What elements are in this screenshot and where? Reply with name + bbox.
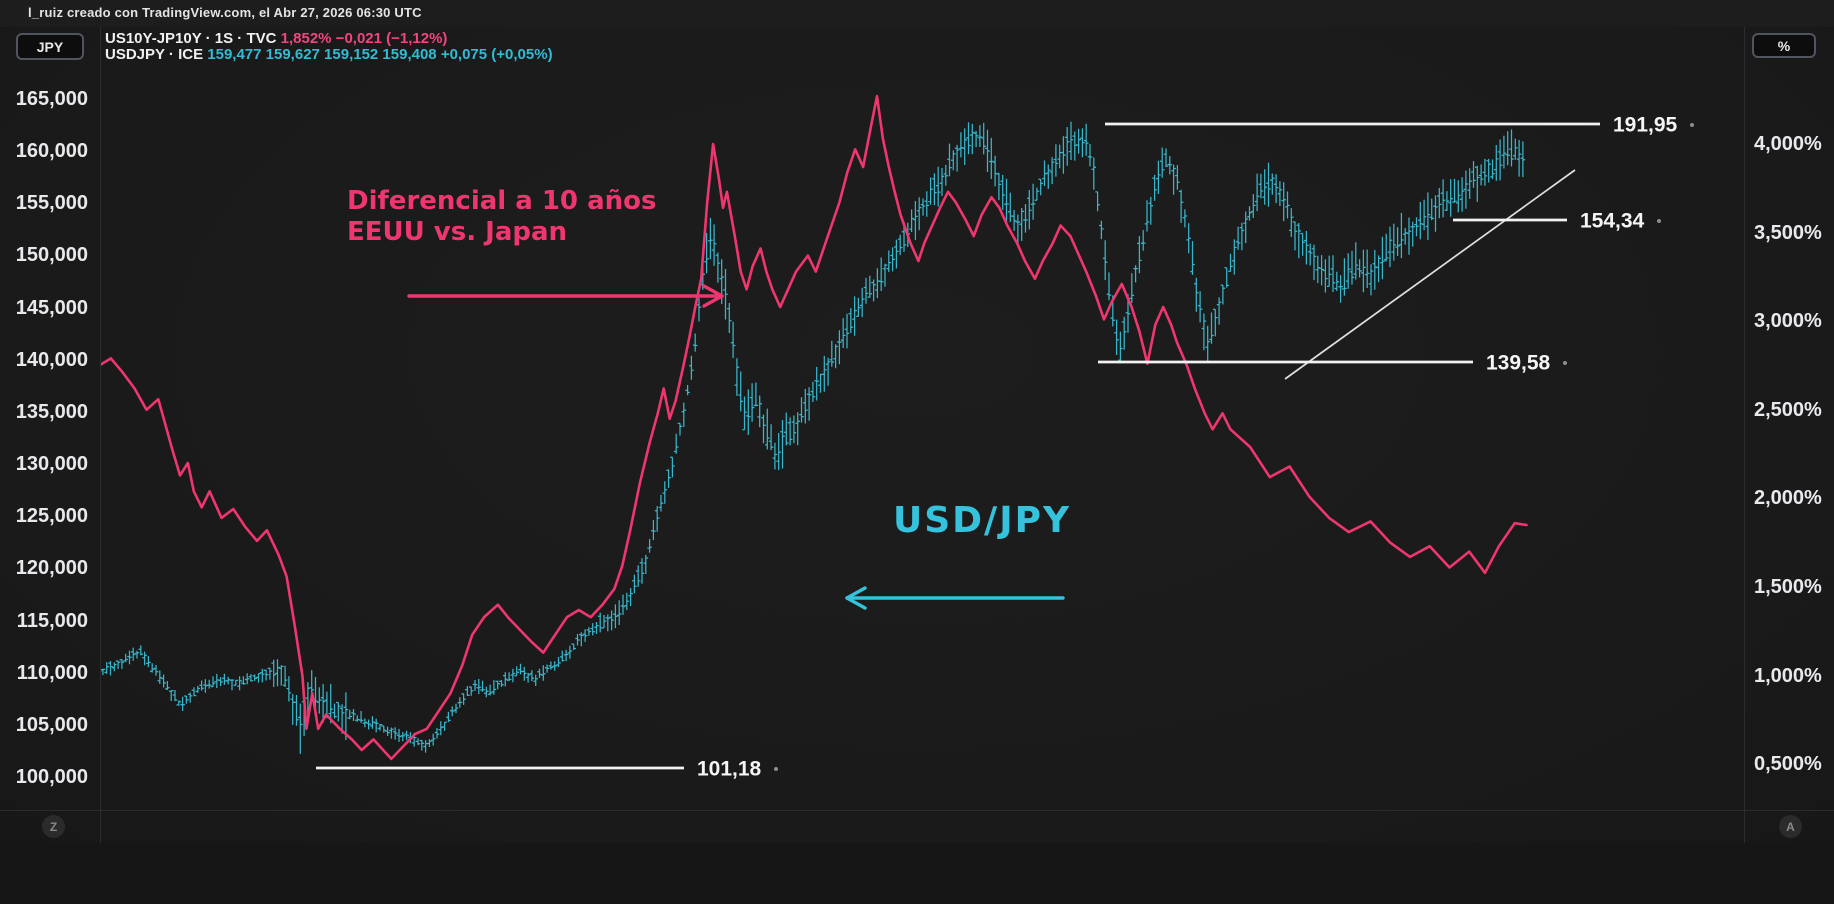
- left-axis-tick-label: 105,000: [15, 714, 88, 736]
- left-axis-tick-label: 125,000: [15, 505, 88, 527]
- legend-values-us10y-jp10y: 1,852% −0,021 (−1,12%): [280, 30, 448, 47]
- usdjpy-bar-series[interactable]: [97, 121, 1526, 754]
- level-label-191,95[interactable]: 191,95: [1613, 114, 1678, 137]
- attribution-text: l_ruiz creado con TradingView.com, el Ab…: [28, 5, 422, 20]
- timezone-badge[interactable]: Z: [42, 815, 65, 838]
- time-axis-separator: [0, 810, 1834, 811]
- trendline-drawing[interactable]: [1284, 169, 1576, 380]
- right-axis-tick-label: 2,500%: [1754, 399, 1822, 421]
- annotation-differential-line1: Diferencial a 10 años: [347, 186, 657, 216]
- level-label-dot: [1690, 123, 1694, 127]
- left-axis-tick-label: 100,000: [15, 766, 88, 788]
- annotation-differential-line2: EEUU vs. Japan: [347, 217, 568, 247]
- annotation-differential-label[interactable]: Diferencial a 10 años EEUU vs. Japan: [347, 186, 656, 248]
- level-label-dot: [1563, 361, 1567, 365]
- level-label-dot: [774, 767, 778, 771]
- right-axis-tick-label: 1,500%: [1754, 576, 1822, 598]
- left-axis-tick-label: 120,000: [15, 557, 88, 579]
- left-axis-tick-label: 150,000: [15, 244, 88, 266]
- autoscale-badge[interactable]: A: [1779, 815, 1802, 838]
- chart-region[interactable]: 191,95 154,34 139,58 101,18: [0, 27, 1834, 843]
- annotation-usdjpy-label[interactable]: USD/JPY: [893, 500, 1072, 541]
- left-axis-tick-label: 165,000: [15, 88, 88, 110]
- legend-row-us10y-jp10y[interactable]: US10Y-JP10Y · 1S · TVC 1,852% −0,021 (−1…: [105, 31, 553, 47]
- right-axis-separator: [1744, 27, 1745, 843]
- level-label-dot: [1657, 219, 1661, 223]
- left-axis-tick-label: 160,000: [15, 140, 88, 162]
- price-chart-canvas[interactable]: 191,95 154,34 139,58 101,18: [0, 27, 1834, 904]
- right-axis-tick-label: 3,500%: [1754, 222, 1822, 244]
- right-scale-percent-button[interactable]: %: [1752, 33, 1816, 58]
- attribution-bar: l_ruiz creado con TradingView.com, el Ab…: [0, 0, 1834, 28]
- cyan-arrow-head: [845, 586, 867, 610]
- left-axis-tick-label: 135,000: [15, 401, 88, 423]
- pink-arrow-head: [702, 284, 724, 308]
- legend-symbol-usdjpy: USDJPY · ICE: [105, 46, 204, 63]
- right-axis-tick-label: 3,000%: [1754, 310, 1822, 332]
- legend: US10Y-JP10Y · 1S · TVC 1,852% −0,021 (−1…: [105, 31, 553, 63]
- right-axis-tick-label: 2,000%: [1754, 487, 1822, 509]
- legend-values-usdjpy: 159,477 159,627 159,152 159,408 +0,075 (…: [207, 46, 553, 63]
- us10y-jp10y-line-series[interactable]: [99, 94, 1528, 761]
- left-axis-tick-label: 140,000: [15, 349, 88, 371]
- left-scale-currency-button[interactable]: JPY: [16, 33, 84, 60]
- left-axis-tick-label: 145,000: [15, 297, 88, 319]
- left-axis-tick-label: 115,000: [16, 610, 88, 632]
- left-axis-tick-label: 130,000: [15, 453, 88, 475]
- level-label-101,18[interactable]: 101,18: [697, 758, 762, 781]
- level-label-139,58[interactable]: 139,58: [1486, 352, 1551, 375]
- right-axis-tick-label: 4,000%: [1754, 133, 1822, 155]
- right-axis-tick-label: 1,000%: [1754, 665, 1822, 687]
- level-label-154,34[interactable]: 154,34: [1580, 210, 1645, 233]
- legend-symbol-us10y-jp10y: US10Y-JP10Y · 1S · TVC: [105, 30, 277, 47]
- left-axis-tick-label: 155,000: [15, 192, 88, 214]
- right-axis-tick-label: 0,500%: [1754, 753, 1822, 775]
- footer: TradingView: [0, 844, 1834, 904]
- left-axis-tick-label: 110,000: [16, 662, 88, 684]
- left-axis-separator: [100, 27, 101, 843]
- legend-row-usdjpy[interactable]: USDJPY · ICE 159,477 159,627 159,152 159…: [105, 47, 553, 63]
